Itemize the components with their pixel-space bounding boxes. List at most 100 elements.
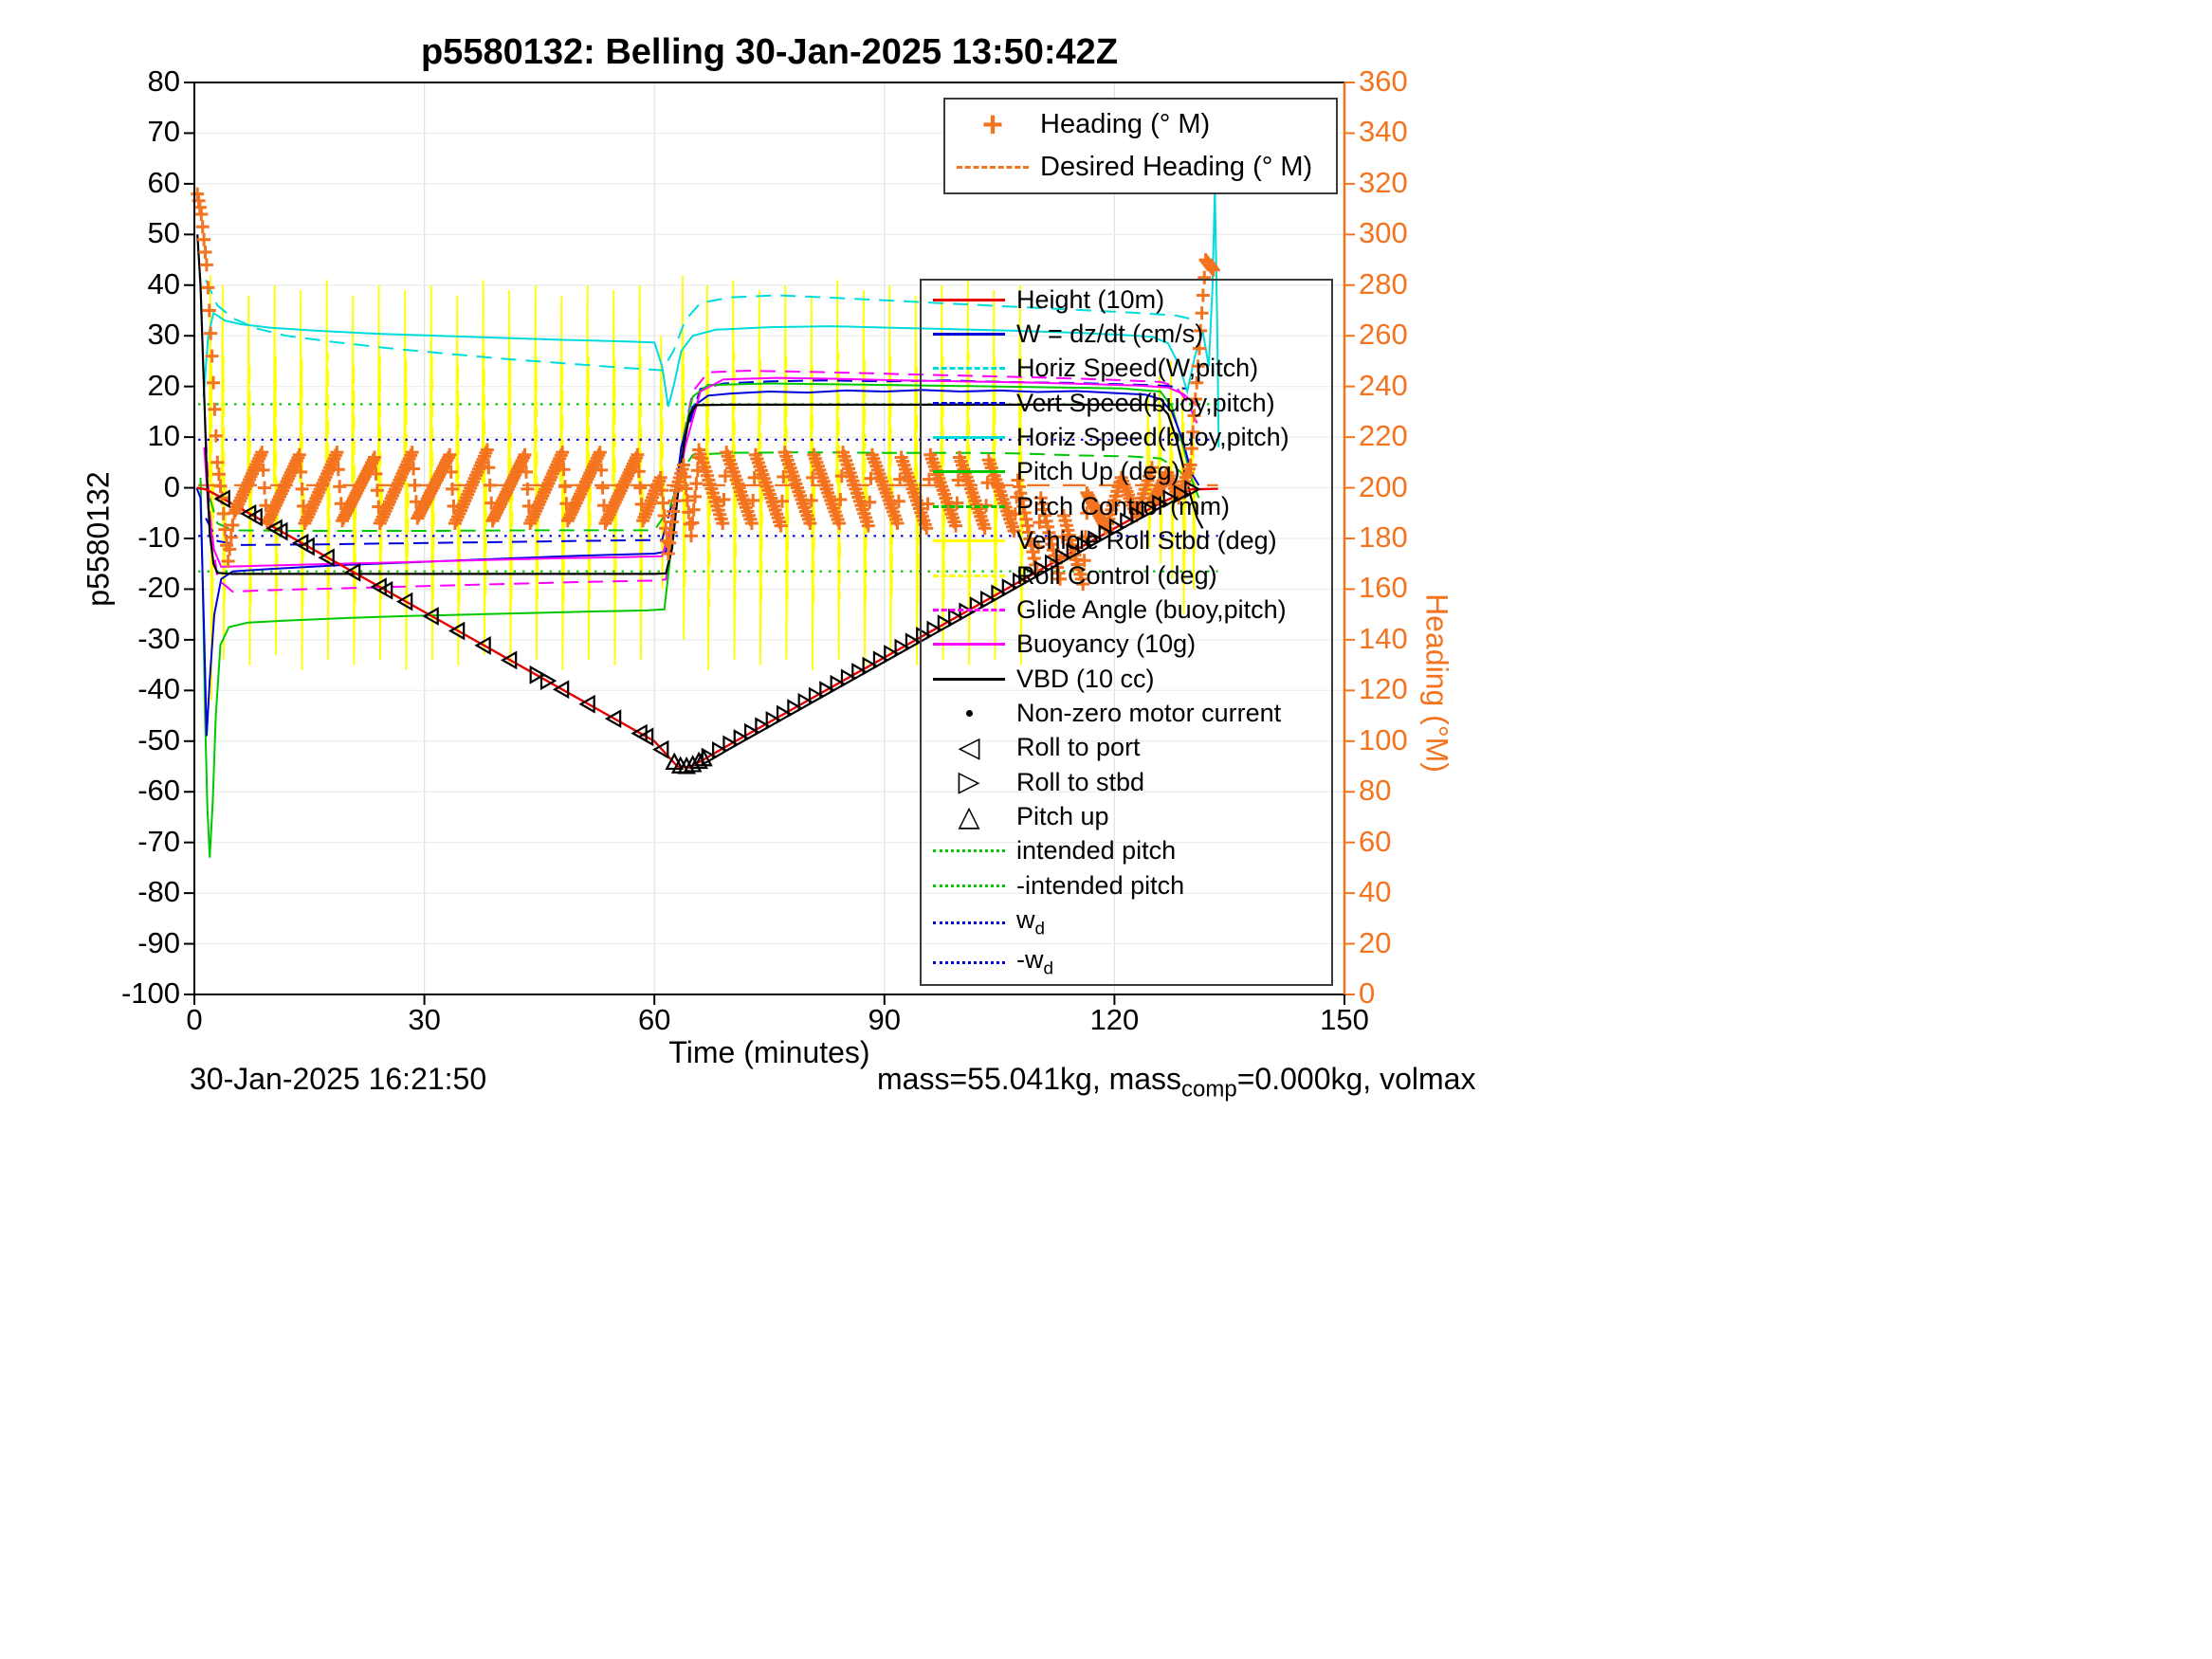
plus-marker-icon: +	[981, 104, 1004, 145]
y-tick-label-left: -60	[137, 774, 180, 808]
legend-entry: VBD (10 cc)	[922, 665, 1331, 694]
legend-label: -wd	[1016, 944, 1054, 979]
legend-label: Buoyancy (10g)	[1016, 629, 1197, 659]
vehicle-roll-spike	[559, 295, 565, 671]
dashed-line-icon	[922, 401, 1016, 405]
tri-right-marker-icon: ▷	[958, 766, 980, 798]
roll-control-spike	[1192, 438, 1197, 555]
y-tick-label-left: 0	[163, 469, 180, 503]
y-tick-label-left: -80	[137, 875, 180, 909]
legend-entry: Vert Speed(buoy,pitch)	[922, 389, 1331, 418]
y-tick-label-left: -30	[137, 621, 180, 655]
dotted-line-icon	[922, 960, 1016, 964]
legend-entry: Non-zero motor current	[922, 699, 1331, 728]
vbd-line	[196, 234, 1204, 575]
solid-line-icon	[922, 470, 1016, 474]
y-tick-label-left: 10	[147, 419, 180, 453]
legend-label: W = dz/dt (cm/s)	[1016, 319, 1204, 349]
roll-control-spike	[483, 353, 487, 597]
legend-entry: Buoyancy (10g)	[922, 629, 1331, 659]
dashed-line-icon	[922, 504, 1016, 508]
y-tick-label-left: -70	[137, 824, 180, 858]
y-tick-label-right: 120	[1359, 672, 1408, 706]
y-tick-label-right: 320	[1359, 165, 1408, 199]
legend-entry: Glide Angle (buoy,pitch)	[922, 595, 1331, 625]
pitch-control-line	[209, 451, 1193, 532]
w-dzdt-line	[195, 389, 1200, 737]
y-tick-label-left: 30	[147, 318, 180, 352]
y-tick-label-left: -40	[137, 672, 180, 706]
x-tick-label: 60	[637, 1003, 671, 1036]
solid-line-icon	[922, 643, 1016, 647]
legend-label: Non-zero motor current	[1016, 698, 1282, 727]
legend-label: Pitch up	[1016, 802, 1109, 831]
legend-entry: Desired Heading (° M)	[945, 152, 1336, 183]
legend-entry: W = dz/dt (cm/s)	[922, 319, 1331, 349]
y-tick-label-right: 160	[1359, 571, 1408, 605]
roll-control-spike	[352, 362, 357, 604]
roll-control-spike	[404, 359, 410, 607]
dashed-line-icon	[922, 608, 1016, 611]
roll-control-spike	[378, 356, 383, 600]
y-tick-label-left: -100	[120, 976, 180, 1010]
y-tick-label-right: 300	[1359, 216, 1408, 250]
tri-up-marker-icon: △	[958, 800, 980, 832]
dotted-line-icon	[922, 921, 1016, 924]
legend-entry: + Heading (° M)	[945, 104, 1336, 145]
dashed-line-icon	[922, 367, 1016, 371]
roll-control-spike	[456, 362, 462, 604]
legend-entry: Roll Control (deg)	[922, 561, 1331, 591]
legend-entry: ▷ Roll to stbd	[922, 768, 1331, 797]
dotted-line-icon	[922, 849, 1016, 853]
legend-label: Roll Control (deg)	[1016, 560, 1217, 590]
y-tick-label-right: 340	[1359, 115, 1408, 149]
roll-control-spike	[863, 359, 868, 604]
legend-label: Pitch Control (mm)	[1016, 491, 1231, 520]
main-legend: Height (10m) W = dz/dt (cm/s) Horiz Speed(…	[920, 279, 1333, 986]
y-tick-label-right: 220	[1359, 419, 1408, 453]
legend-entry: Vehicle Roll Stbd (deg)	[922, 526, 1331, 556]
roll-to-stbd-markers	[529, 480, 1201, 767]
legend-label: VBD (10 cc)	[1016, 664, 1155, 693]
horiz-speed-buoy-pitch-line	[202, 189, 1220, 447]
pitch-up-markers	[665, 748, 713, 775]
legend-label: Heading (° M)	[1040, 109, 1211, 139]
legend-entry: Pitch Control (mm)	[922, 492, 1331, 521]
y-tick-label-left: 50	[147, 216, 180, 250]
legend-label: -intended pitch	[1016, 870, 1185, 900]
y-tick-label-left: 70	[147, 115, 180, 149]
legend-label: Glide Angle (buoy,pitch)	[1016, 594, 1287, 624]
mass-subscript: comp	[1181, 1076, 1237, 1103]
longdash-line-icon	[945, 166, 1040, 169]
x-axis-label: Time (minutes)	[668, 1035, 870, 1069]
tri-left-marker-icon: ◁	[958, 731, 980, 763]
y-tick-label-right: 180	[1359, 520, 1408, 554]
y-tick-label-right: 0	[1359, 976, 1376, 1010]
mass-info-text: mass=55.041kg, masscomp=0.000kg, volmax	[877, 1062, 1475, 1103]
heading-plus-markers	[191, 187, 1220, 592]
y-tick-label-left: -10	[137, 520, 180, 554]
x-tick-label: 0	[186, 1003, 203, 1036]
legend-entry: Height (10m)	[922, 285, 1331, 315]
dotted-line-icon	[922, 884, 1016, 887]
solid-line-icon	[922, 436, 1016, 440]
roll-control-spike	[888, 356, 894, 597]
legend-entry: Horiz Speed(buoy,pitch)	[922, 423, 1331, 452]
y-tick-label-right: 40	[1359, 875, 1392, 909]
roll-control-spike	[612, 359, 618, 604]
roll-control-spike	[247, 362, 253, 604]
legend-label: Roll to stbd	[1016, 767, 1145, 796]
x-tick-label: 90	[868, 1003, 902, 1036]
y-tick-label-right: 80	[1359, 774, 1392, 808]
legend-label: Horiz Speed(W,pitch)	[1016, 354, 1259, 383]
roll-control-spike	[560, 362, 566, 607]
solid-line-icon	[922, 298, 1016, 301]
solid-line-icon	[922, 333, 1016, 337]
horiz-speed-w-pitch-line	[205, 279, 1199, 372]
pitch-up-line	[199, 382, 1200, 858]
mass-suffix: =0.000kg, volmax	[1236, 1062, 1476, 1096]
y-tick-label-right: 20	[1359, 925, 1392, 959]
y-tick-label-left: 80	[147, 64, 180, 98]
y-tick-label-right: 100	[1359, 722, 1408, 757]
